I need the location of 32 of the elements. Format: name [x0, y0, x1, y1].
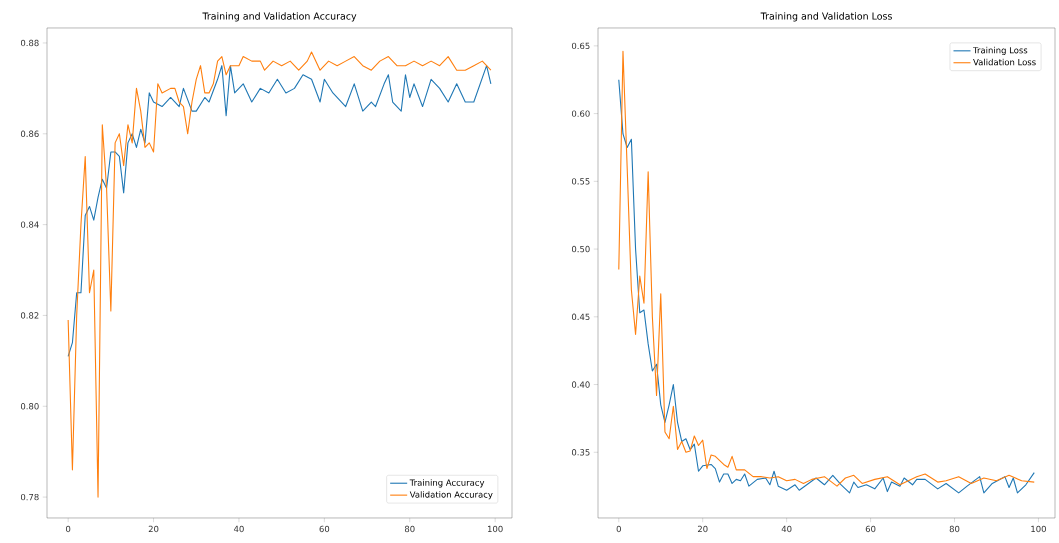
y-tick-label: 0.60 — [571, 110, 590, 117]
x-tick-label: 80 — [404, 525, 415, 533]
x-tick-label: 60 — [319, 525, 330, 533]
x-tick-label: 40 — [781, 525, 792, 533]
x-tick-label: 100 — [488, 525, 503, 533]
x-tick-label: 80 — [949, 525, 960, 533]
x-tick-label: 40 — [233, 525, 244, 533]
y-tick-label: 0.86 — [20, 130, 39, 137]
chart-title: Training and Validation Loss — [760, 12, 892, 22]
x-tick-label: 20 — [148, 525, 159, 533]
x-tick-label: 0 — [616, 525, 621, 533]
legend-label: Validation Accuracy — [409, 491, 493, 500]
y-tick-label: 0.80 — [20, 403, 39, 410]
y-tick-label: 0.50 — [571, 245, 590, 253]
x-tick-label: 60 — [865, 525, 876, 533]
line-series — [67, 51, 492, 498]
y-tick-label: 0.40 — [571, 381, 590, 388]
y-tick-label: 0.35 — [571, 449, 590, 456]
y-tick-label: 0.65 — [571, 42, 590, 50]
legend-label: Training Accuracy — [409, 479, 485, 488]
y-tick-label: 0.88 — [20, 39, 39, 47]
y-tick-label: 0.55 — [571, 178, 590, 185]
legend-label: Training Loss — [973, 46, 1028, 56]
y-tick-label: 0.78 — [20, 493, 39, 501]
x-tick-label: 20 — [697, 525, 708, 533]
x-tick-label: 0 — [66, 525, 71, 533]
chart-title: Training and Validation Accuracy — [202, 12, 357, 22]
y-tick-label: 0.84 — [20, 221, 39, 228]
x-tick-label: 100 — [1031, 525, 1046, 533]
y-tick-label: 0.45 — [571, 313, 590, 321]
legend-label: Validation Loss — [973, 58, 1036, 66]
y-tick-label: 0.82 — [20, 312, 39, 319]
